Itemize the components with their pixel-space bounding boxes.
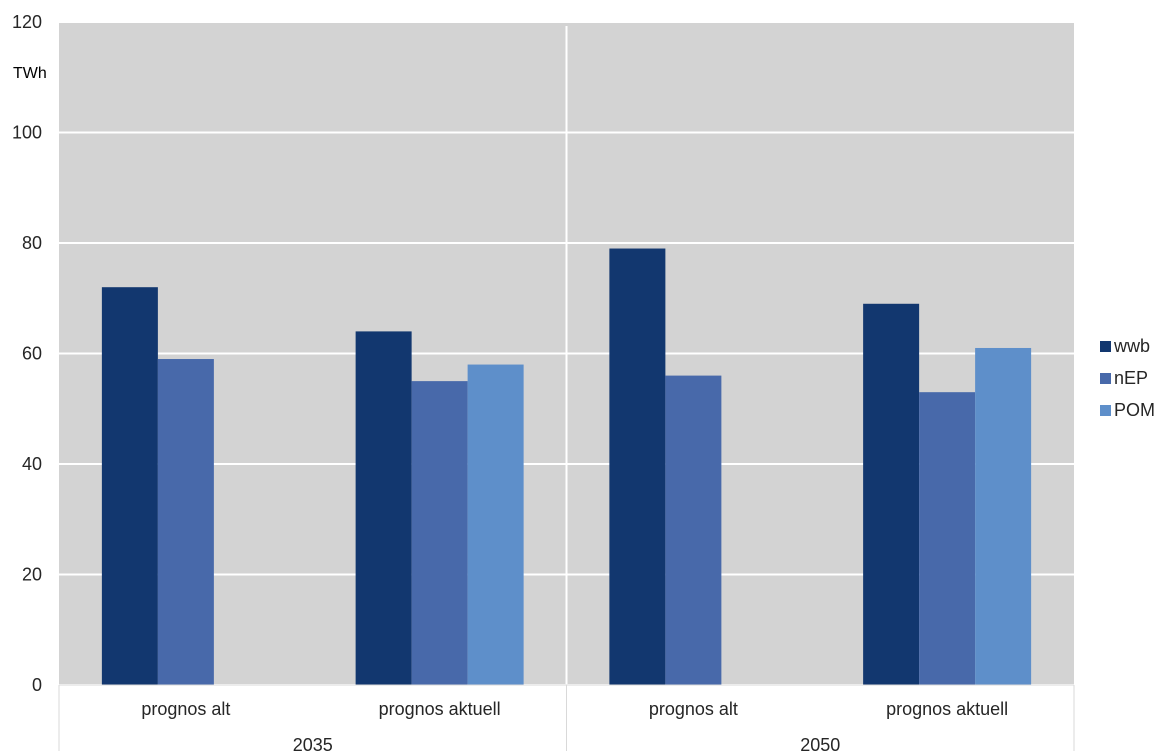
legend-label-pom: POM (1114, 400, 1155, 420)
y-tick-label: 100 (12, 123, 42, 143)
bar-wwb-4 (863, 303, 920, 685)
y-tick-label: 0 (32, 675, 42, 695)
bar-wwb-1 (101, 287, 158, 685)
bar-pom-4 (975, 347, 1032, 685)
bar-nep-4 (919, 392, 976, 685)
legend: wwb nEP POM (1100, 336, 1155, 420)
bar-nep-1 (157, 359, 214, 685)
y-axis-unit-label: TWh (13, 65, 47, 82)
x-category-label: prognos alt (649, 699, 738, 719)
bar-pom-2 (467, 364, 524, 685)
x-category-label: prognos aktuell (886, 699, 1008, 719)
legend-swatch-wwb (1100, 341, 1111, 352)
y-axis-tick-labels: 0 20 40 60 80 100 120 (12, 12, 42, 695)
bars (101, 248, 1032, 685)
legend-swatch-nep (1100, 373, 1111, 384)
y-tick-label: 60 (22, 344, 42, 364)
x-axis: prognos alt prognos aktuell prognos alt pro… (58, 684, 1075, 751)
legend-label-nep: nEP (1114, 368, 1148, 388)
legend-swatch-pom (1100, 405, 1111, 416)
x-category-label: prognos aktuell (379, 699, 501, 719)
x-category-label: prognos alt (141, 699, 230, 719)
y-tick-label: 40 (22, 454, 42, 474)
y-tick-label: 120 (12, 12, 42, 32)
x-group-label: 2035 (293, 735, 333, 751)
y-tick-label: 80 (22, 233, 42, 253)
bar-nep-3 (665, 375, 722, 685)
y-tick-label: 20 (22, 565, 42, 585)
bar-nep-2 (411, 381, 468, 685)
bar-wwb-3 (609, 248, 666, 685)
bar-wwb-2 (355, 331, 412, 685)
x-group-label: 2050 (800, 735, 840, 751)
legend-label-wwb: wwb (1113, 336, 1150, 356)
